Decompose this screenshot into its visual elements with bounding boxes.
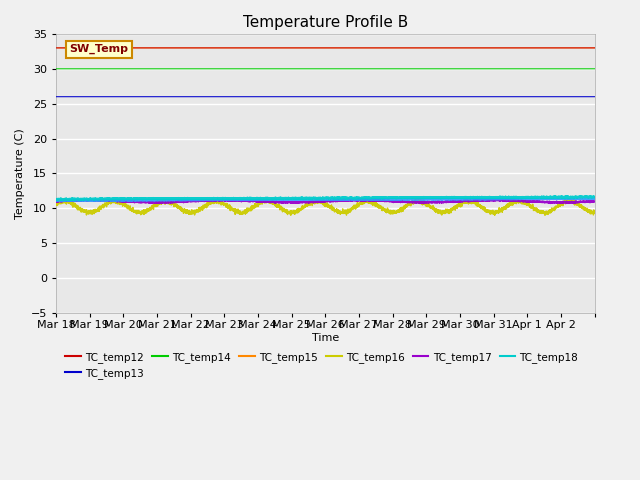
Text: SW_Temp: SW_Temp (69, 44, 129, 54)
X-axis label: Time: Time (312, 333, 339, 343)
Y-axis label: Temperature (C): Temperature (C) (15, 128, 25, 219)
Legend: TC_temp12, TC_temp13, TC_temp14, TC_temp15, TC_temp16, TC_temp17, TC_temp18: TC_temp12, TC_temp13, TC_temp14, TC_temp… (61, 348, 582, 383)
Title: Temperature Profile B: Temperature Profile B (243, 15, 408, 30)
